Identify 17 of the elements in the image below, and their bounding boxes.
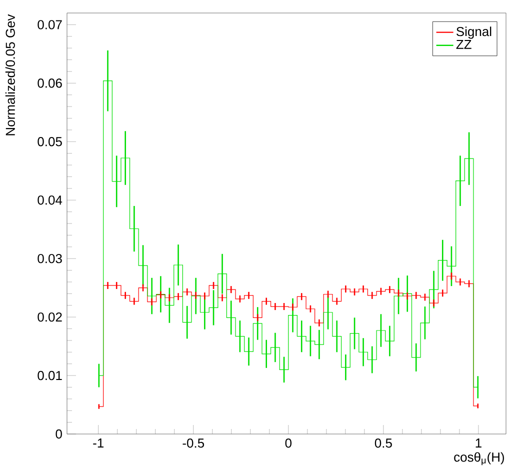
y-tick-label: 0 [56, 429, 62, 439]
y-tick-label: 0.02 [38, 312, 62, 322]
x-tick-label: 0.5 [374, 438, 392, 448]
y-tick-label: 0.06 [38, 78, 62, 88]
legend-label: Signal [456, 26, 492, 39]
x-axis-title: cosθ$_{μ}$(H) [454, 452, 504, 466]
y-tick-label: 0.03 [38, 254, 62, 264]
legend-label: ZZ [456, 40, 472, 49]
y-tick-label: 0.01 [38, 370, 62, 380]
y-tick-label: 0.07 [38, 20, 62, 30]
x-tick-label: -0.5 [182, 438, 204, 448]
x-tick-label: 1 [476, 438, 482, 448]
x-tick-label: -1 [93, 438, 104, 448]
x-tick-label: 0 [285, 438, 292, 448]
y-axis-title: Normalized/0.05 Gev [5, 14, 15, 136]
y-tick-label: 0.04 [38, 196, 62, 205]
y-tick-label: 0.05 [38, 137, 62, 146]
